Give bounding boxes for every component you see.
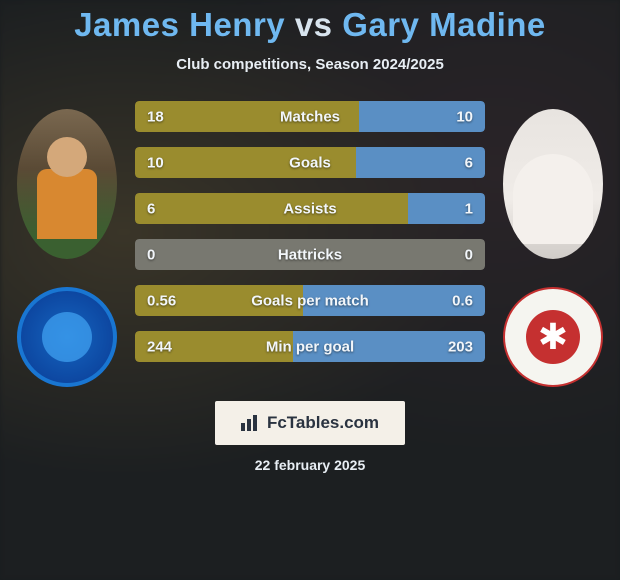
chart-icon [241, 415, 261, 431]
player2-club-badge [503, 287, 603, 387]
date-text: 22 february 2025 [255, 457, 366, 473]
stat-value-right: 6 [465, 154, 473, 171]
title: James Henry vs Gary Madine [0, 6, 620, 44]
stat-value-right: 0.6 [452, 292, 473, 309]
stat-label: Goals per match [251, 292, 369, 309]
stat-label: Assists [283, 200, 336, 217]
stat-value-right: 203 [448, 338, 473, 355]
player1-name: James Henry [74, 6, 285, 43]
stat-value-right: 10 [456, 108, 473, 125]
subtitle: Club competitions, Season 2024/2025 [0, 56, 620, 73]
stat-label: Hattricks [278, 246, 342, 263]
stat-row: 6 Assists 1 [135, 193, 485, 224]
stat-value-left: 6 [147, 200, 155, 217]
bar-segment-left [135, 193, 408, 224]
stat-value-right: 0 [465, 246, 473, 263]
stat-value-left: 0 [147, 246, 155, 263]
stat-label: Min per goal [266, 338, 354, 355]
brand-box: FcTables.com [215, 401, 405, 445]
player2-photo [503, 109, 603, 259]
infographic-card: James Henry vs Gary Madine Club competit… [0, 0, 620, 580]
stat-value-left: 18 [147, 108, 164, 125]
left-column [17, 101, 117, 387]
stat-value-left: 244 [147, 338, 172, 355]
stat-bars: 18Matches1010Goals66Assists10Hattricks00… [135, 101, 485, 362]
player2-name: Gary Madine [342, 6, 546, 43]
brand-text: FcTables.com [267, 413, 379, 433]
stat-value-left: 0.56 [147, 292, 176, 309]
stat-row: 0 Hattricks 0 [135, 239, 485, 270]
player1-club-badge [17, 287, 117, 387]
stat-value-right: 1 [465, 200, 473, 217]
stat-row: 0.56 Goals per match 0.6 [135, 285, 485, 316]
player1-photo [17, 109, 117, 259]
main-row: 18Matches1010Goals66Assists10Hattricks00… [0, 101, 620, 387]
bar-segment-right [408, 193, 485, 224]
stat-label: Matches [280, 108, 340, 125]
stat-label: Goals [289, 154, 331, 171]
stat-value-left: 10 [147, 154, 164, 171]
right-column [503, 101, 603, 387]
stat-row: 244 Min per goal 203 [135, 331, 485, 362]
vs-text: vs [295, 6, 333, 43]
footer: FcTables.com 22 february 2025 [0, 401, 620, 473]
stat-row: 18 Matches 10 [135, 101, 485, 132]
stat-row: 10 Goals 6 [135, 147, 485, 178]
